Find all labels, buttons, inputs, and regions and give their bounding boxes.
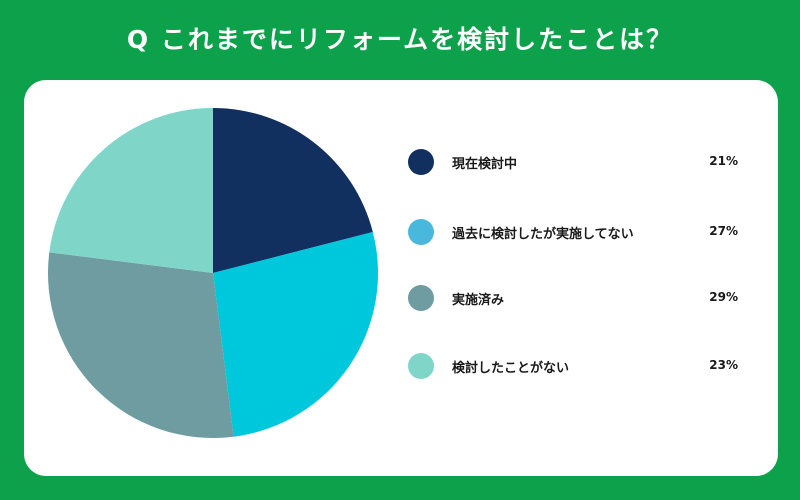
legend-label: 検討したことがない (452, 361, 570, 376)
chart-card: 現在検討中 21% 過去に検討したが実施してない 27% 実施済み 29% 検討… (24, 80, 778, 476)
legend-item: 過去に検討したが実施してない 27% (408, 214, 738, 254)
legend-value: 23% (709, 358, 738, 372)
chart-title: Q これまでにリフォームを検討したことは？ (126, 25, 674, 54)
legend-swatch (408, 353, 434, 379)
legend-swatch (408, 219, 434, 245)
legend-label: 実施済み (452, 293, 505, 308)
pie-slice-2 (48, 252, 234, 438)
legend-value: 21% (709, 154, 738, 168)
legend-value: 27% (709, 224, 738, 238)
legend-swatch (408, 285, 434, 311)
pie-slice-3 (49, 108, 214, 273)
legend-item: 検討したことがない 23% (408, 348, 738, 388)
pie-chart (48, 108, 378, 438)
legend-item: 実施済み 29% (408, 280, 738, 320)
legend-label: 過去に検討したが実施してない (452, 227, 634, 242)
legend-item: 現在検討中 21% (408, 144, 738, 184)
pie-slice-1 (213, 231, 378, 437)
legend-swatch (408, 149, 434, 175)
pie-slice-0 (213, 108, 373, 273)
legend-value: 29% (709, 290, 738, 304)
legend-label: 現在検討中 (452, 157, 518, 172)
